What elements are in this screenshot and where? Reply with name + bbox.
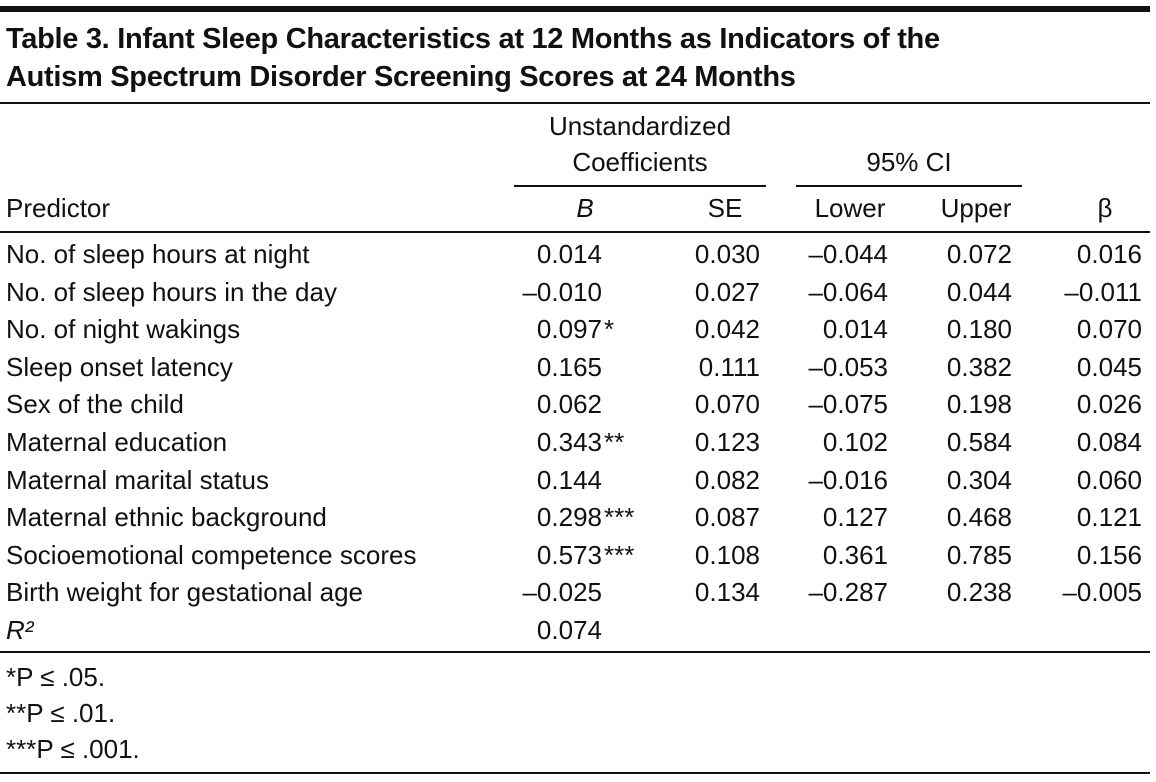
cell-beta: –0.005 <box>1062 577 1142 608</box>
rule <box>0 231 1150 233</box>
cell-beta: 0.084 <box>1076 427 1142 457</box>
cell-b: 0.074 <box>536 615 602 645</box>
cell-beta: 0.016 <box>1076 239 1142 269</box>
group-header: Unstandardized <box>548 111 732 141</box>
cell-b: 0.573 <box>536 539 602 570</box>
significance: *** <box>604 502 635 533</box>
rule <box>514 185 766 187</box>
cell-se: 0.027 <box>694 276 760 307</box>
column-header: SE <box>707 193 743 223</box>
cell-lower: –0.075 <box>808 389 888 420</box>
cell-se: 0.108 <box>694 539 760 570</box>
column-header: β <box>1097 193 1113 223</box>
predictor: No. of sleep hours at night <box>6 239 310 269</box>
cell-lower: –0.044 <box>808 239 888 269</box>
cell-upper: 0.584 <box>946 427 1012 457</box>
cell-b: –0.010 <box>522 276 602 307</box>
predictor: Maternal ethnic background <box>6 502 327 533</box>
predictor: Birth weight for gestational age <box>6 577 363 608</box>
cell-lower: –0.064 <box>808 276 888 307</box>
cell-beta: 0.060 <box>1076 464 1142 495</box>
cell-beta: 0.045 <box>1076 351 1142 382</box>
cell-upper: 0.198 <box>946 389 1012 420</box>
title: Autism Spectrum Disorder Screening Score… <box>6 61 796 93</box>
column-header: Upper <box>940 193 1012 223</box>
predictor: Socioemotional competence scores <box>6 539 417 570</box>
column-header: B <box>576 193 594 223</box>
cell-se: 0.134 <box>694 577 760 608</box>
cell-upper: 0.180 <box>946 314 1012 345</box>
cell-upper: 0.785 <box>946 539 1012 570</box>
group-header: Coefficients <box>572 147 708 177</box>
cell-lower: 0.102 <box>822 427 888 457</box>
cell-lower: –0.053 <box>808 351 888 382</box>
cell-lower: –0.016 <box>808 464 888 495</box>
predictor: Maternal education <box>6 427 228 457</box>
cell-se: 0.030 <box>694 239 760 269</box>
cell-upper: 0.238 <box>946 577 1012 608</box>
significance: * <box>604 314 615 345</box>
cell-upper: 0.044 <box>946 276 1012 307</box>
cell-se: 0.111 <box>698 351 760 382</box>
rule <box>796 185 1022 187</box>
cell-upper: 0.072 <box>946 239 1012 269</box>
cell-lower: 0.014 <box>822 314 888 345</box>
cell-b: 0.062 <box>536 389 602 420</box>
predictor: Maternal marital status <box>6 464 269 495</box>
rule <box>0 102 1150 104</box>
significance: ** <box>604 427 625 457</box>
cell-b: 0.144 <box>536 464 602 495</box>
cell-se: 0.123 <box>694 427 760 457</box>
column-header: Predictor <box>6 193 111 223</box>
cell-upper: 0.382 <box>946 351 1012 382</box>
cell-beta: 0.026 <box>1076 389 1142 420</box>
rule <box>0 772 1150 774</box>
footnote: *P ≤ .05. <box>6 662 106 692</box>
cell-se: 0.070 <box>694 389 760 420</box>
cell-lower: –0.287 <box>808 577 888 608</box>
cell-beta: 0.156 <box>1076 539 1142 570</box>
predictor: R² <box>6 615 34 645</box>
predictor: No. of sleep hours in the day <box>6 276 337 307</box>
cell-b: –0.025 <box>522 577 602 608</box>
footnote: **P ≤ .01. <box>6 698 116 728</box>
column-header: Lower <box>814 193 886 223</box>
title: Table 3. Infant Sleep Characteristics at… <box>6 23 940 55</box>
cell-b: 0.097 <box>536 314 602 345</box>
cell-b: 0.343 <box>536 427 602 457</box>
predictor: Sleep onset latency <box>6 351 233 382</box>
cell-upper: 0.304 <box>946 464 1012 495</box>
rule <box>0 651 1150 653</box>
footnote: ***P ≤ .001. <box>6 734 140 764</box>
cell-lower: 0.127 <box>822 502 888 533</box>
cell-b: 0.298 <box>536 502 602 533</box>
cell-b: 0.014 <box>536 239 602 269</box>
significance: *** <box>604 539 635 570</box>
cell-upper: 0.468 <box>946 502 1012 533</box>
cell-beta: 0.070 <box>1076 314 1142 345</box>
predictor: Sex of the child <box>6 389 184 420</box>
cell-b: 0.165 <box>536 351 602 382</box>
predictor: No. of night wakings <box>6 314 241 345</box>
cell-lower: 0.361 <box>822 539 888 570</box>
group-header: 95% CI <box>866 147 952 177</box>
top-rule <box>0 6 1150 12</box>
cell-se: 0.042 <box>694 314 760 345</box>
cell-beta: 0.121 <box>1076 502 1142 533</box>
cell-beta: –0.011 <box>1064 276 1142 307</box>
cell-se: 0.087 <box>694 502 760 533</box>
cell-se: 0.082 <box>694 464 760 495</box>
